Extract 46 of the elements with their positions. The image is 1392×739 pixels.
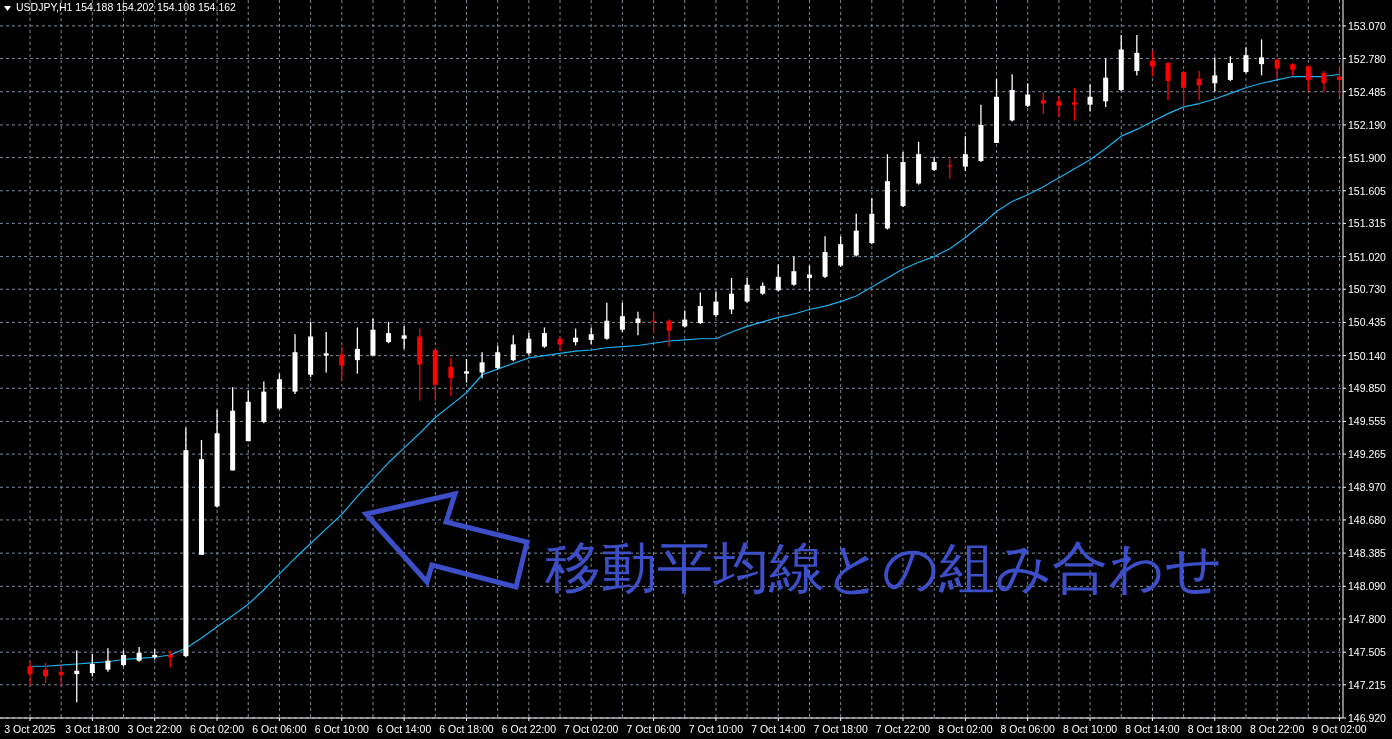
x-tick-label: 7 Oct 10:00 <box>688 723 744 735</box>
y-tick-label: 149.265 <box>1348 448 1387 461</box>
x-tick-label: 6 Oct 06:00 <box>252 723 307 735</box>
y-tick-label: 147.800 <box>1348 612 1387 625</box>
y-tick-label: 150.140 <box>1348 349 1387 362</box>
y-tick-label: 150.435 <box>1348 316 1387 329</box>
x-tick-label: 6 Oct 18:00 <box>439 723 494 735</box>
x-tick-label: 9 Oct 02:00 <box>1312 723 1367 735</box>
x-tick-label: 7 Oct 14:00 <box>751 723 806 735</box>
y-tick-label: 148.090 <box>1348 580 1387 593</box>
y-tick-label: 146.920 <box>1348 712 1387 724</box>
y-tick-label: 147.505 <box>1348 646 1387 659</box>
y-tick-label: 148.680 <box>1348 513 1387 526</box>
x-tick-label: 7 Oct 02:00 <box>564 723 619 735</box>
x-tick-label: 8 Oct 22:00 <box>1249 723 1305 735</box>
x-tick-label: 3 Oct 18:00 <box>65 723 120 735</box>
x-tick-label: 8 Oct 10:00 <box>1062 723 1118 735</box>
x-tick-label: 3 Oct 22:00 <box>127 723 183 735</box>
x-tick-label: 8 Oct 18:00 <box>1187 723 1243 735</box>
annotation: 移動平均線との組み合わせ <box>545 535 1222 600</box>
x-tick-label: 8 Oct 06:00 <box>1000 723 1056 735</box>
chart-title: USDJPY,H1 154.188 154.202 154.108 154.162 <box>16 1 237 13</box>
y-tick-label: 152.780 <box>1348 52 1387 65</box>
x-tick-label: 6 Oct 02:00 <box>189 723 245 735</box>
y-tick-label: 151.020 <box>1348 250 1387 263</box>
y-tick-label: 149.555 <box>1348 415 1387 428</box>
x-tick-label: 8 Oct 14:00 <box>1125 723 1180 735</box>
y-tick-label: 148.970 <box>1348 481 1387 494</box>
y-tick-label: 151.605 <box>1348 184 1387 197</box>
x-tick-label: 3 Oct 2025 <box>4 723 56 735</box>
x-tick-label: 8 Oct 02:00 <box>938 723 993 735</box>
y-tick-label: 151.900 <box>1348 151 1387 164</box>
y-tick-label: 150.730 <box>1348 283 1387 296</box>
x-tick-label: 6 Oct 22:00 <box>501 723 557 735</box>
y-tick-label: 147.215 <box>1348 678 1387 691</box>
y-tick-label: 153.070 <box>1348 19 1387 32</box>
x-tick-label: 6 Oct 14:00 <box>376 723 432 735</box>
x-tick-label: 6 Oct 10:00 <box>314 723 370 735</box>
y-tick-label: 152.190 <box>1348 118 1387 131</box>
y-tick-label: 149.850 <box>1348 382 1387 395</box>
x-tick-label: 7 Oct 22:00 <box>875 723 931 735</box>
y-tick-label: 151.315 <box>1348 217 1387 230</box>
x-tick-label: 7 Oct 06:00 <box>626 723 681 735</box>
x-tick-label: 7 Oct 18:00 <box>813 723 868 735</box>
y-tick-label: 152.485 <box>1348 85 1387 98</box>
y-tick-label: 148.385 <box>1348 547 1387 560</box>
